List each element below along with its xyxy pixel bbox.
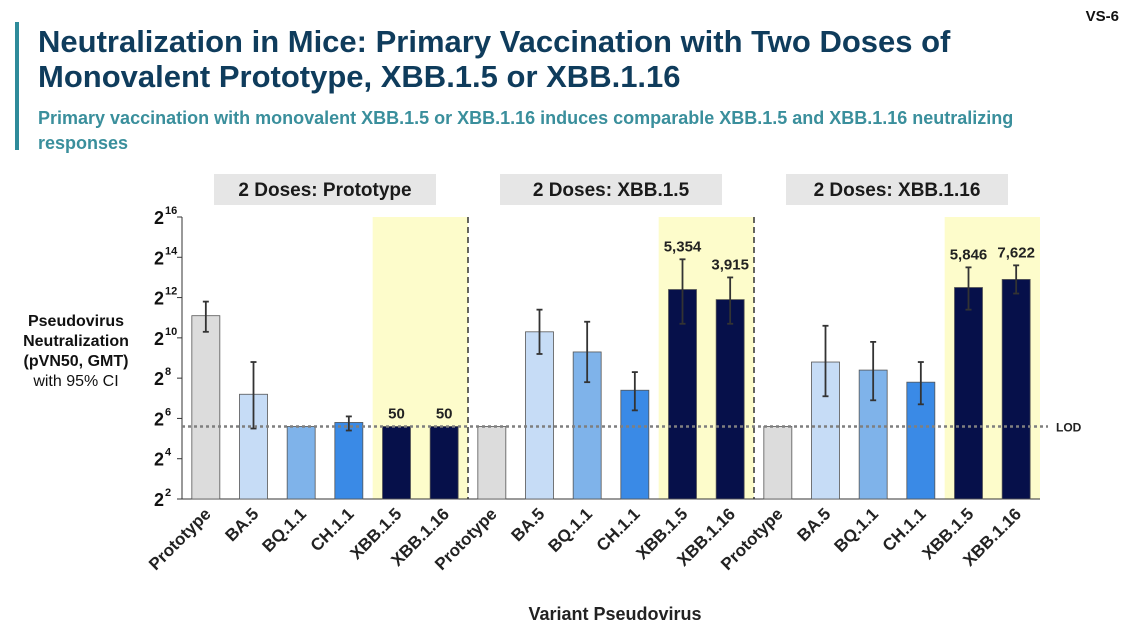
x-tick-label: BQ.1.1 <box>830 504 882 556</box>
data-label: 5,846 <box>950 246 988 263</box>
slide-id: VS-6 <box>1085 8 1119 25</box>
y-tick-label-exp: 6 <box>165 406 171 418</box>
panel-header-box-1 <box>214 174 436 205</box>
panel-header-box-3 <box>786 174 1008 205</box>
panel-header-3: 2 Doses: XBB.1.16 <box>814 180 981 201</box>
bar-ba-5 <box>525 331 554 500</box>
slide-title: Neutralization in Mice: Primary Vaccinat… <box>38 24 951 94</box>
data-label: 5,354 <box>664 238 702 255</box>
bar-prototype <box>477 426 507 500</box>
bar-ch-1-1 <box>334 422 364 500</box>
bar-bq-1-1 <box>286 426 316 500</box>
bar-prototype <box>763 426 793 500</box>
data-label: 7,622 <box>997 244 1035 261</box>
y-tick-label-base: 2 <box>154 248 164 268</box>
y-tick-label-exp: 2 <box>165 487 171 499</box>
title-accent-bar <box>15 22 19 150</box>
y-tick-label-base: 2 <box>154 409 164 429</box>
bar-xbb-1-16 <box>715 299 745 500</box>
y-tick-label-exp: 12 <box>165 286 177 298</box>
x-axis-label: Variant Pseudovirus <box>528 604 702 624</box>
y-tick-label-exp: 4 <box>165 447 172 459</box>
lod-label: LOD <box>1056 420 1082 434</box>
y-axis-label: Pseudovirus Neutralization (pVN50, GMT) … <box>6 312 146 392</box>
y-tick-label-base: 2 <box>154 490 164 510</box>
bar-xbb-1-5 <box>954 287 983 500</box>
x-tick-label: BQ.1.1 <box>544 504 596 556</box>
y-tick-label-base: 2 <box>154 369 164 389</box>
panel-header-box-2 <box>500 174 722 205</box>
y-axis-label-line2: Neutralization <box>23 333 129 350</box>
y-tick-label-base: 2 <box>154 208 164 228</box>
bar-xbb-1-16 <box>429 426 459 500</box>
y-axis-label-line4: with 95% CI <box>33 373 119 390</box>
y-axis-label-line3: (pVN50, GMT) <box>23 353 129 370</box>
x-tick-label: BA.5 <box>794 504 835 545</box>
y-tick-label-exp: 14 <box>165 245 178 257</box>
bar-xbb-1-16 <box>1001 279 1031 500</box>
bar-xbb-1-5 <box>382 426 411 500</box>
bar-prototype <box>191 315 221 500</box>
y-tick-label-exp: 8 <box>165 366 171 378</box>
x-tick-label: BA.5 <box>222 504 263 545</box>
x-tick-label: BA.5 <box>508 504 549 545</box>
y-tick-label-exp: 10 <box>165 326 177 338</box>
data-label: 50 <box>436 405 453 422</box>
x-tick-label: BQ.1.1 <box>258 504 310 556</box>
y-axis-label-line1: Pseudovirus <box>27 313 125 330</box>
panel-header-2: 2 Doses: XBB.1.5 <box>533 180 690 201</box>
slide-subtitle: Primary vaccination with monovalent XBB.… <box>38 108 1014 153</box>
y-tick-label-exp: 16 <box>165 205 177 217</box>
y-tick-label-base: 2 <box>154 450 164 470</box>
y-tick-label-base: 2 <box>154 289 164 309</box>
data-label: 50 <box>388 405 405 422</box>
data-label: 3,915 <box>711 256 749 273</box>
x-tick-label: Prototype <box>145 504 215 574</box>
y-tick-label-base: 2 <box>154 329 164 349</box>
panel-header-1: 2 Doses: Prototype <box>238 180 411 201</box>
